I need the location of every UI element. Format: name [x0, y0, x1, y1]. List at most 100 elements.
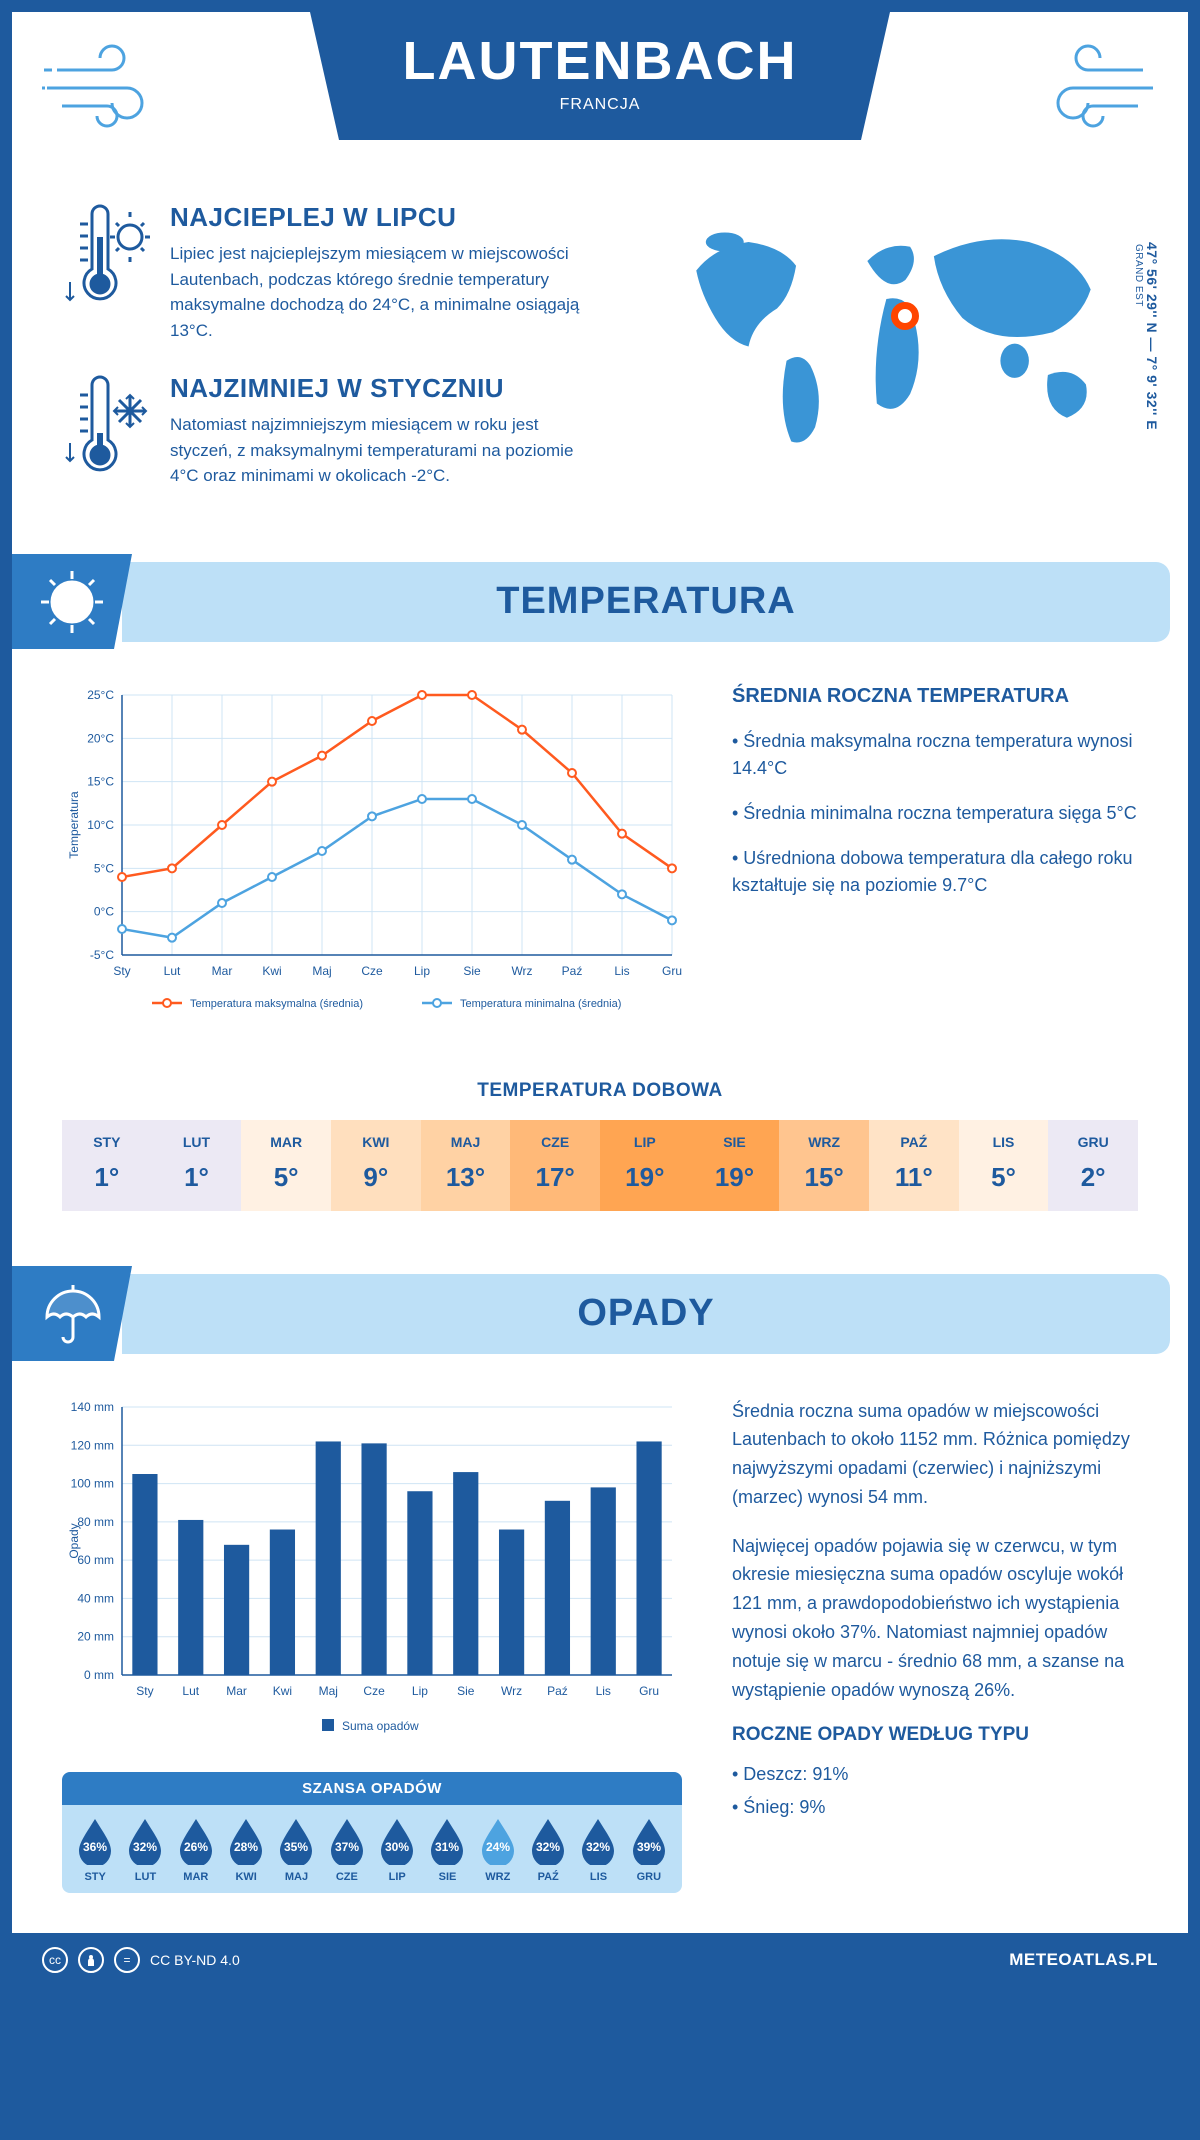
wind-icon — [42, 40, 172, 130]
header: LAUTENBACH FRANCJA — [12, 12, 1188, 182]
precip-type-block: ROCZNE OPADY WEDŁUG TYPU • Deszcz: 91% •… — [732, 1724, 1138, 1823]
chance-cell: 35% MAJ — [273, 1817, 319, 1883]
daily-temp-cell: KWI9° — [331, 1120, 421, 1211]
svg-text:Lut: Lut — [182, 1684, 199, 1698]
chance-cell: 32% PAŹ — [525, 1817, 571, 1883]
svg-text:32%: 32% — [536, 1840, 560, 1854]
svg-text:5°C: 5°C — [94, 861, 114, 875]
svg-text:Sie: Sie — [457, 1684, 475, 1698]
daily-month-label: PAŹ — [869, 1134, 959, 1150]
hottest-block: NAJCIEPLEJ W LIPCU Lipiec jest najcieple… — [62, 202, 643, 343]
chance-panel: SZANSA OPADÓW 36% STY 32% LUT 26% MAR 28… — [62, 1772, 682, 1893]
page: LAUTENBACH FRANCJA — [0, 0, 1200, 1999]
coords-value: 47° 56' 29'' N — 7° 9' 32'' E — [1144, 242, 1160, 430]
svg-text:10°C: 10°C — [87, 818, 114, 832]
svg-text:Sie: Sie — [463, 964, 481, 978]
chance-title: SZANSA OPADÓW — [62, 1772, 682, 1805]
temp-info-title: ŚREDNIA ROCZNA TEMPERATURA — [732, 685, 1138, 708]
svg-text:37%: 37% — [335, 1840, 359, 1854]
world-map — [663, 202, 1138, 472]
daily-month-label: MAJ — [421, 1134, 511, 1150]
coldest-text: Natomiast najzimniejszym miesiącem w rok… — [170, 412, 590, 489]
svg-text:Paź: Paź — [547, 1684, 568, 1698]
daily-temp-cell: LUT1° — [152, 1120, 242, 1211]
raindrop-icon: 30% — [377, 1817, 417, 1865]
chance-month-label: CZE — [324, 1871, 370, 1883]
svg-text:Temperatura maksymalna (średni: Temperatura maksymalna (średnia) — [190, 998, 363, 1010]
precip-type-title: ROCZNE OPADY WEDŁUG TYPU — [732, 1724, 1138, 1746]
svg-text:Lip: Lip — [414, 964, 430, 978]
raindrop-icon: 32% — [125, 1817, 165, 1865]
chance-month-label: GRU — [626, 1871, 672, 1883]
svg-text:Lis: Lis — [614, 964, 629, 978]
svg-text:0 mm: 0 mm — [84, 1668, 114, 1682]
daily-month-label: LIP — [600, 1134, 690, 1150]
daily-temp-value: 2° — [1048, 1162, 1138, 1193]
daily-temp-cell: STY1° — [62, 1120, 152, 1211]
thermometer-cold-icon — [62, 373, 152, 489]
by-icon — [78, 1947, 104, 1973]
precipitation-info: Średnia roczna suma opadów w miejscowośc… — [732, 1397, 1138, 1893]
svg-text:24%: 24% — [486, 1840, 510, 1854]
raindrop-icon: 31% — [427, 1817, 467, 1865]
header-banner: LAUTENBACH FRANCJA — [310, 12, 890, 140]
daily-temp-cell: LIP19° — [600, 1120, 690, 1211]
intro-section: NAJCIEPLEJ W LIPCU Lipiec jest najcieple… — [12, 182, 1188, 549]
raindrop-icon: 35% — [276, 1817, 316, 1865]
svg-text:0°C: 0°C — [94, 904, 114, 918]
chance-cell: 24% WRZ — [475, 1817, 521, 1883]
chance-month-label: MAR — [173, 1871, 219, 1883]
chance-cell: 32% LIS — [575, 1817, 621, 1883]
daily-temp-cell: PAŹ11° — [869, 1120, 959, 1211]
svg-text:120 mm: 120 mm — [71, 1438, 114, 1452]
svg-text:25°C: 25°C — [87, 688, 114, 702]
daily-temp-cell: SIE19° — [690, 1120, 780, 1211]
svg-text:Maj: Maj — [312, 964, 331, 978]
raindrop-icon: 28% — [226, 1817, 266, 1865]
precip-type-item: • Śnieg: 9% — [732, 1791, 1138, 1823]
svg-text:32%: 32% — [133, 1840, 157, 1854]
svg-text:Maj: Maj — [319, 1684, 338, 1698]
svg-text:100 mm: 100 mm — [71, 1476, 114, 1490]
page-subtitle: FRANCJA — [310, 96, 890, 114]
daily-month-label: CZE — [510, 1134, 600, 1150]
svg-text:Lis: Lis — [596, 1684, 611, 1698]
chance-month-label: LIP — [374, 1871, 420, 1883]
temperature-info: ŚREDNIA ROCZNA TEMPERATURA • Średnia mak… — [732, 685, 1138, 1030]
daily-month-label: WRZ — [779, 1134, 869, 1150]
chance-cell: 28% KWI — [223, 1817, 269, 1883]
svg-text:28%: 28% — [234, 1840, 258, 1854]
chance-cell: 32% LUT — [122, 1817, 168, 1883]
svg-text:Cze: Cze — [363, 1684, 385, 1698]
temperature-chart: -5°C0°C5°C10°C15°C20°C25°CStyLutMarKwiMa… — [62, 685, 682, 1030]
chance-grid: 36% STY 32% LUT 26% MAR 28% KWI 35% MAJ … — [62, 1805, 682, 1893]
daily-temp-value: 1° — [152, 1162, 242, 1193]
precipitation-title: OPADY — [122, 1274, 1170, 1354]
svg-text:31%: 31% — [435, 1840, 459, 1854]
svg-text:35%: 35% — [284, 1840, 308, 1854]
temp-info-item: • Średnia maksymalna roczna temperatura … — [732, 728, 1138, 782]
chance-cell: 26% MAR — [173, 1817, 219, 1883]
daily-temp-value: 13° — [421, 1162, 511, 1193]
svg-text:20°C: 20°C — [87, 731, 114, 745]
intro-left: NAJCIEPLEJ W LIPCU Lipiec jest najcieple… — [62, 202, 643, 519]
chance-cell: 30% LIP — [374, 1817, 420, 1883]
chance-month-label: WRZ — [475, 1871, 521, 1883]
svg-text:Gru: Gru — [662, 964, 682, 978]
region-label: GRAND EST — [1133, 244, 1144, 430]
daily-temp-title: TEMPERATURA DOBOWA — [12, 1080, 1188, 1102]
precipitation-header: OPADY — [12, 1271, 1188, 1357]
daily-temp-cell: MAJ 13° — [421, 1120, 511, 1211]
svg-text:20 mm: 20 mm — [77, 1629, 114, 1643]
raindrop-icon: 32% — [528, 1817, 568, 1865]
daily-temp-value: 19° — [690, 1162, 780, 1193]
temperature-header: TEMPERATURA — [12, 559, 1188, 645]
chance-month-label: LUT — [122, 1871, 168, 1883]
chance-month-label: PAŹ — [525, 1871, 571, 1883]
raindrop-icon: 39% — [629, 1817, 669, 1865]
svg-text:60 mm: 60 mm — [77, 1553, 114, 1567]
svg-text:Temperatura minimalna (średnia: Temperatura minimalna (średnia) — [460, 998, 621, 1010]
svg-text:Kwi: Kwi — [262, 964, 281, 978]
map-marker-icon — [891, 302, 919, 330]
chance-month-label: MAJ — [273, 1871, 319, 1883]
